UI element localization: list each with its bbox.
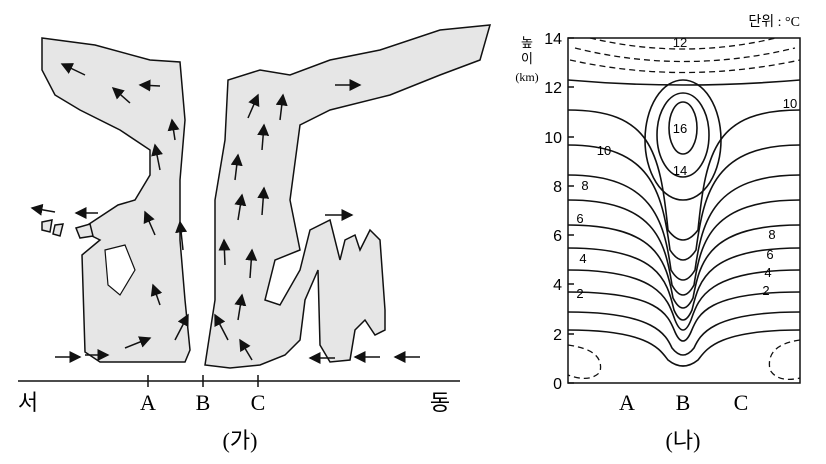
contour-label: 6	[766, 247, 773, 262]
contour-labels: 12 10 10 16 14 8 6 4 2 8 6 4 2	[576, 35, 797, 301]
y-tick-label: 4	[553, 277, 562, 294]
contour-label: 10	[783, 96, 797, 111]
contour-label: 2	[762, 283, 769, 298]
y-ticks: 0 2 4 6 8 10 12 14	[544, 31, 574, 393]
contour-label: 14	[673, 163, 687, 178]
y-tick-label: 2	[553, 327, 562, 344]
contour-label: 12	[673, 35, 687, 50]
contour-label: 16	[673, 121, 687, 136]
contour-label: 2	[576, 286, 583, 301]
axis-label: 높	[521, 35, 533, 50]
y-tick-label: 14	[544, 31, 562, 48]
y-tick-label: 0	[553, 376, 562, 393]
y-tick-label: 10	[544, 130, 562, 147]
ground	[18, 375, 460, 387]
unit-label: 단위 : °C	[748, 14, 800, 30]
contour-label: 8	[768, 227, 775, 242]
contour-label: 10	[597, 143, 611, 158]
point-label: B	[196, 390, 211, 415]
axis-label: 이	[521, 51, 533, 66]
point-label: A	[619, 390, 635, 415]
contour-label: 8	[581, 178, 588, 193]
y-tick-label: 6	[553, 228, 562, 245]
west-label: 서	[18, 390, 38, 415]
contours	[567, 37, 801, 384]
caption: (가)	[223, 428, 258, 453]
axis-label: (km)	[515, 70, 538, 84]
wind-arrows	[30, 63, 420, 364]
point-label: C	[251, 390, 266, 415]
contour-label: 4	[764, 265, 771, 280]
point-label: C	[734, 390, 749, 415]
point-label: A	[140, 390, 156, 415]
point-label: B	[676, 390, 691, 415]
y-tick-label: 8	[553, 179, 562, 196]
east-label: 동	[430, 390, 450, 415]
contour-label: 4	[579, 251, 586, 266]
caption: (나)	[666, 428, 701, 453]
y-tick-label: 12	[544, 80, 562, 97]
clouds	[41, 24, 492, 369]
contour-label: 6	[576, 211, 583, 226]
